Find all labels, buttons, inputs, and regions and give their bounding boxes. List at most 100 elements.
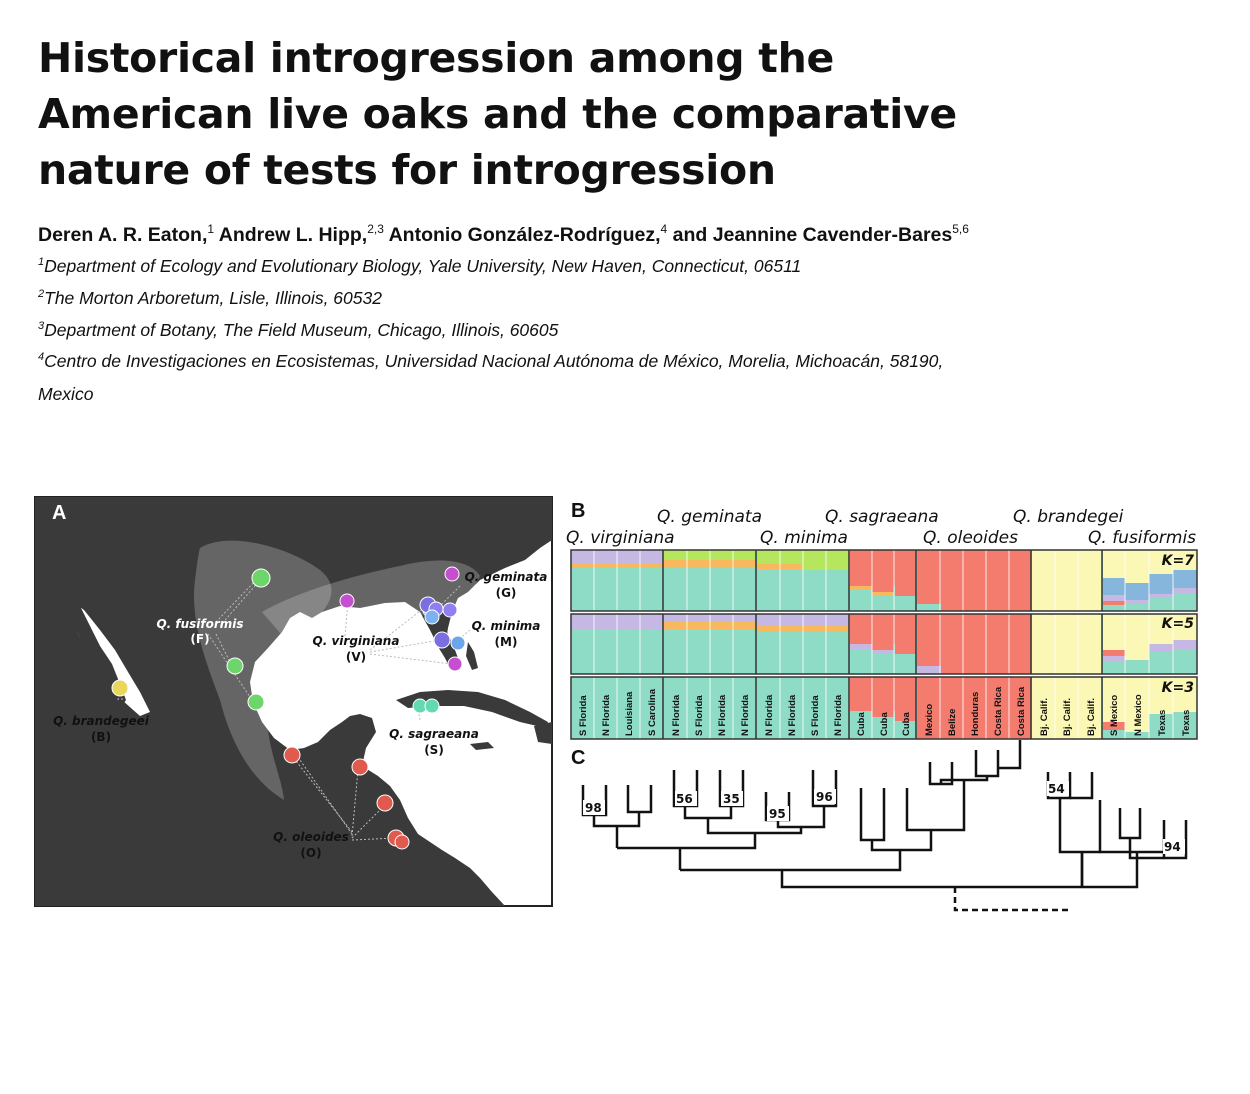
- sample-label: Bj. Calif.: [1086, 698, 1097, 736]
- panel-a-letter: A: [52, 502, 66, 524]
- affiliation-sup: 4: [38, 351, 45, 363]
- k3-bar: [1125, 732, 1149, 739]
- k3-bar: [895, 677, 916, 721]
- affiliation: 1Department of Ecology and Evolutionary …: [38, 256, 801, 277]
- k5-bar: [1032, 614, 1102, 674]
- author-name: Deren A. R. Eaton,: [38, 224, 208, 246]
- bootstrap-54: 54: [1048, 782, 1065, 796]
- jamaica-land: [470, 742, 494, 750]
- k7-bar: [1173, 570, 1197, 588]
- sample-label: S Mexico: [1109, 695, 1120, 736]
- header-virginiana: Q. virginiana: [566, 528, 675, 548]
- k7-bar: [1125, 600, 1149, 604]
- affiliation-sup: 2: [38, 288, 45, 300]
- code-geminata: (G): [496, 586, 517, 600]
- sample-label: Mexico: [924, 704, 935, 736]
- bootstrap-box: [767, 806, 789, 821]
- panel-b-letter: B: [571, 500, 585, 522]
- k7-bar: [917, 550, 1031, 611]
- sample-label: N Florida: [740, 694, 751, 736]
- k7-bar: [1173, 594, 1197, 611]
- bootstrap-values: 98 56 35 95 96 54 94: [583, 781, 1185, 854]
- k7-bar: [1125, 604, 1149, 611]
- label-virginiana: Q. virginiana: [313, 634, 400, 648]
- k5-row: [571, 614, 1197, 674]
- species-headers: Q. geminata Q. sagraeana Q. brandegei Q.…: [566, 507, 1196, 548]
- sample-label: N Florida: [764, 694, 775, 736]
- label-sagraeana: Q. sagraeana: [389, 727, 479, 741]
- k3-bar: [1103, 730, 1125, 739]
- sample-label: Honduras: [970, 692, 981, 736]
- bahamas-land: [466, 642, 478, 670]
- k3-label: K=3: [1162, 680, 1194, 696]
- header-brandegei: Q. brandegei: [1013, 507, 1124, 527]
- k7-bar: [1103, 605, 1125, 611]
- affiliation-text: Mexico: [38, 384, 94, 404]
- affiliation: Mexico: [38, 384, 93, 405]
- figure: A Q. fusiformis (F) Q. virginiana (V) Q.…: [34, 496, 1198, 912]
- sample-label: Costa Rica: [993, 686, 1004, 736]
- affiliation: 3Department of Botany, The Field Museum,…: [38, 320, 558, 341]
- root-branch: [953, 887, 1068, 912]
- fusiformis-range: [194, 540, 332, 800]
- header-oleoides: Q. oleoides: [923, 528, 1018, 548]
- k5-bar: [917, 614, 1031, 674]
- label-minima: Q. minima: [472, 619, 541, 633]
- k5-bar: [1173, 640, 1197, 650]
- sample-label: Belize: [947, 709, 958, 736]
- sample-label: S Florida: [578, 695, 589, 736]
- header-geminata: Q. geminata: [657, 507, 762, 527]
- k7-label: K=7: [1162, 553, 1195, 569]
- bootstrap-94: 94: [1164, 840, 1181, 854]
- k7-bar: [872, 550, 894, 592]
- k7-bar: [1103, 601, 1125, 605]
- bootstrap-box: [583, 800, 605, 815]
- k3-bar: [1032, 677, 1102, 739]
- virginiana-range: [262, 560, 480, 640]
- k5-bar: [917, 666, 941, 674]
- sample-label: S Florida: [694, 695, 705, 736]
- code-brandegeei: (B): [91, 730, 111, 744]
- bootstrap-box: [1163, 839, 1185, 854]
- sample-label: N Florida: [833, 694, 844, 736]
- code-fusiformis: (F): [190, 632, 209, 646]
- panel-c-tree: C: [571, 740, 1188, 912]
- bootstrap-box: [721, 791, 743, 806]
- author-sup: 2,3: [367, 222, 384, 236]
- bootstrap-56: 56: [676, 792, 693, 806]
- affiliation-text: Centro de Investigaciones en Ecosistemas…: [44, 351, 944, 371]
- bootstrap-box: [814, 789, 836, 804]
- group-borders: [570, 549, 1198, 740]
- k7-bar: [1173, 588, 1197, 594]
- author-sup: 1: [207, 222, 215, 236]
- k7-bar: [917, 604, 941, 611]
- label-geminata: Q. geminata: [465, 570, 548, 584]
- k7-bar: [850, 586, 872, 590]
- panel-a-map: A Q. fusiformis (F) Q. virginiana (V) Q.…: [34, 496, 553, 907]
- author-sup: 5,6: [952, 222, 969, 236]
- sample-label: Cuba: [856, 712, 867, 736]
- header-sagraeana: Q. sagraeana: [825, 507, 939, 527]
- bootstrap-box: [1047, 781, 1069, 796]
- k5-bar: [850, 644, 872, 650]
- sample-labels: S Florida N Florida Louisiana S Carolina…: [578, 686, 1192, 736]
- sample-label: Texas: [1181, 710, 1192, 736]
- k3-bar: [1173, 712, 1197, 739]
- sample-label: N Florida: [601, 694, 612, 736]
- k5-bar: [1103, 662, 1125, 674]
- k3-bar: [872, 677, 894, 717]
- sample-label: N Florida: [671, 694, 682, 736]
- code-minima: (M): [495, 635, 518, 649]
- sample-label: S Florida: [810, 695, 821, 736]
- affiliation: 4Centro de Investigaciones en Ecosistema…: [38, 351, 943, 372]
- author-name: Andrew L. Hipp,: [218, 224, 368, 246]
- code-sagraeana: (S): [424, 743, 444, 757]
- k5-bar: [1149, 644, 1173, 652]
- k3-bar: [917, 677, 1031, 739]
- code-virginiana: (V): [346, 650, 366, 664]
- author-name: Antonio González-Rodríguez,: [388, 224, 661, 246]
- title-line: American live oaks and the comparative: [38, 90, 957, 138]
- map-labels: Q. fusiformis (F) Q. virginiana (V) Q. g…: [53, 570, 547, 860]
- k5-bar: [1103, 650, 1125, 656]
- sample-label: Louisiana: [624, 691, 635, 736]
